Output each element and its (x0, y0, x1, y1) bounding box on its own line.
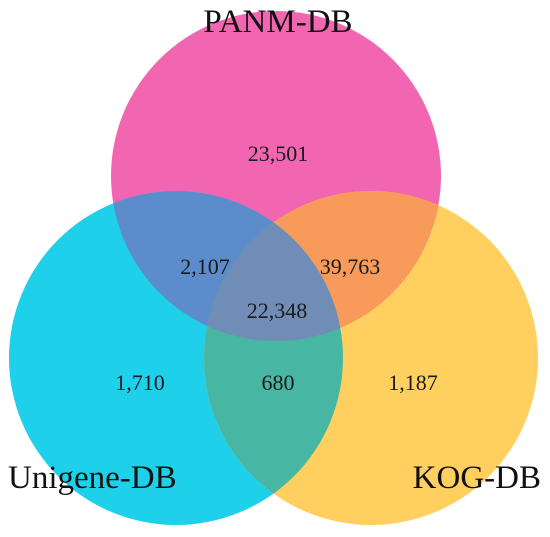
all-three-overlap (204, 191, 343, 341)
unigene-db-label: Unigene-DB (8, 460, 177, 496)
all-three-count: 22,348 (247, 298, 308, 323)
panm-db-label: PANM-DB (203, 4, 352, 40)
unigene-only-count: 1,710 (115, 370, 165, 395)
panm-only-count: 23,501 (248, 141, 309, 166)
panm-unigene-count: 2,107 (180, 254, 230, 279)
unigene-kog-count: 680 (262, 370, 295, 395)
panm-kog-count: 39,763 (320, 254, 381, 279)
kog-only-count: 1,187 (388, 370, 438, 395)
kog-db-label: KOG-DB (413, 460, 541, 496)
